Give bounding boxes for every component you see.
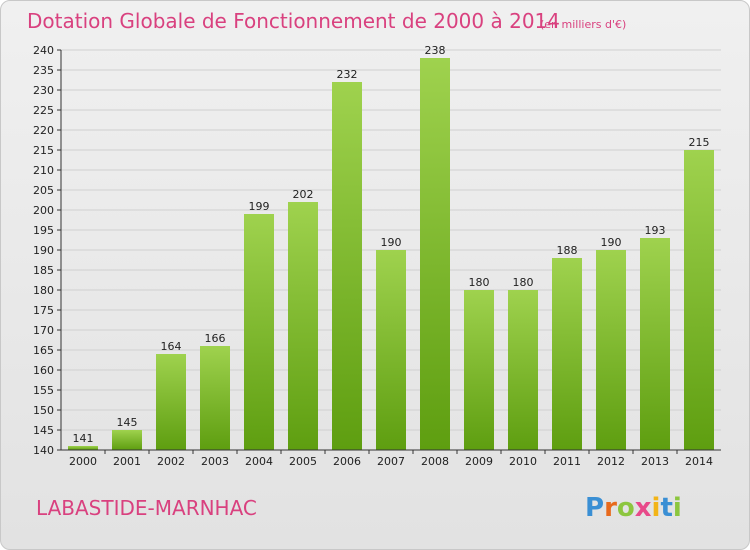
data-label: 166 [205,332,226,345]
logo-letter: o [617,493,635,523]
x-tick-label: 2009 [465,455,493,468]
bar [552,258,582,450]
proxiti-logo: Proxiti [585,493,682,523]
bar [332,82,362,450]
bar [684,150,714,450]
data-label: 199 [249,200,270,213]
x-tick-label: 2001 [113,455,141,468]
logo-letter: i [652,493,661,523]
x-tick-label: 2010 [509,455,537,468]
y-tick-label: 195 [33,224,54,237]
y-tick-label: 170 [33,324,54,337]
commune-name: LABASTIDE-MARNHAC [36,496,257,520]
y-tick-label: 190 [33,244,54,257]
logo-letter: t [660,493,672,523]
data-label: 190 [601,236,622,249]
bar [508,290,538,450]
chart-subtitle: (en milliers d'€) [540,18,626,31]
logo-letter: x [635,493,652,523]
bars-group [68,58,714,450]
y-tick-label: 220 [33,124,54,137]
y-tick-label: 210 [33,164,54,177]
bar [596,250,626,450]
logo-letter: i [673,493,682,523]
x-tick-label: 2000 [69,455,97,468]
bar [376,250,406,450]
data-label: 145 [117,416,138,429]
y-tick-label: 180 [33,284,54,297]
data-label: 141 [73,432,94,445]
y-tick-label: 200 [33,204,54,217]
data-label: 215 [689,136,710,149]
chart-title: Dotation Globale de Fonctionnement de 20… [27,9,560,33]
x-tick-label: 2013 [641,455,669,468]
data-label: 164 [161,340,182,353]
x-tick-label: 2012 [597,455,625,468]
data-label: 188 [557,244,578,257]
data-label: 180 [469,276,490,289]
x-tick-label: 2003 [201,455,229,468]
y-tick-label: 215 [33,144,54,157]
bar [464,290,494,450]
logo-letter: P [585,493,604,523]
bar [156,354,186,450]
x-tick-label: 2006 [333,455,361,468]
data-label: 190 [381,236,402,249]
bar [68,446,98,450]
y-tick-label: 205 [33,184,54,197]
x-tick-label: 2007 [377,455,405,468]
y-tick-label: 225 [33,104,54,117]
data-labels: 141 145 164 166 199 202 232 190 238 180 180 188 190 1… [73,44,710,445]
x-tick-label: 2011 [553,455,581,468]
y-tick-label: 140 [33,444,54,457]
x-tick-label: 2008 [421,455,449,468]
x-tick-label: 2004 [245,455,273,468]
bar [112,430,142,450]
y-tick-label: 160 [33,364,54,377]
y-tick-label: 165 [33,344,54,357]
y-tick-label: 145 [33,424,54,437]
bar [244,214,274,450]
y-tick-label: 150 [33,404,54,417]
data-label: 238 [425,44,446,57]
bar [420,58,450,450]
x-axis-ticks: 2000 2001 2002 2003 2004 2005 2006 2007 2008 2009… [69,450,713,468]
y-tick-label: 240 [33,44,54,57]
x-tick-label: 2014 [685,455,713,468]
y-tick-label: 235 [33,64,54,77]
x-tick-label: 2005 [289,455,317,468]
y-tick-label: 175 [33,304,54,317]
data-label: 202 [293,188,314,201]
data-label: 180 [513,276,534,289]
y-tick-label: 185 [33,264,54,277]
y-axis-ticks: 140 145 150 155 160 165 170 175 180 185 190 195 200 2… [33,44,61,457]
x-tick-label: 2002 [157,455,185,468]
y-tick-label: 230 [33,84,54,97]
bar [640,238,670,450]
data-label: 232 [337,68,358,81]
bar [200,346,230,450]
logo-letter: r [604,493,617,523]
y-tick-label: 155 [33,384,54,397]
data-label: 193 [645,224,666,237]
bar [288,202,318,450]
